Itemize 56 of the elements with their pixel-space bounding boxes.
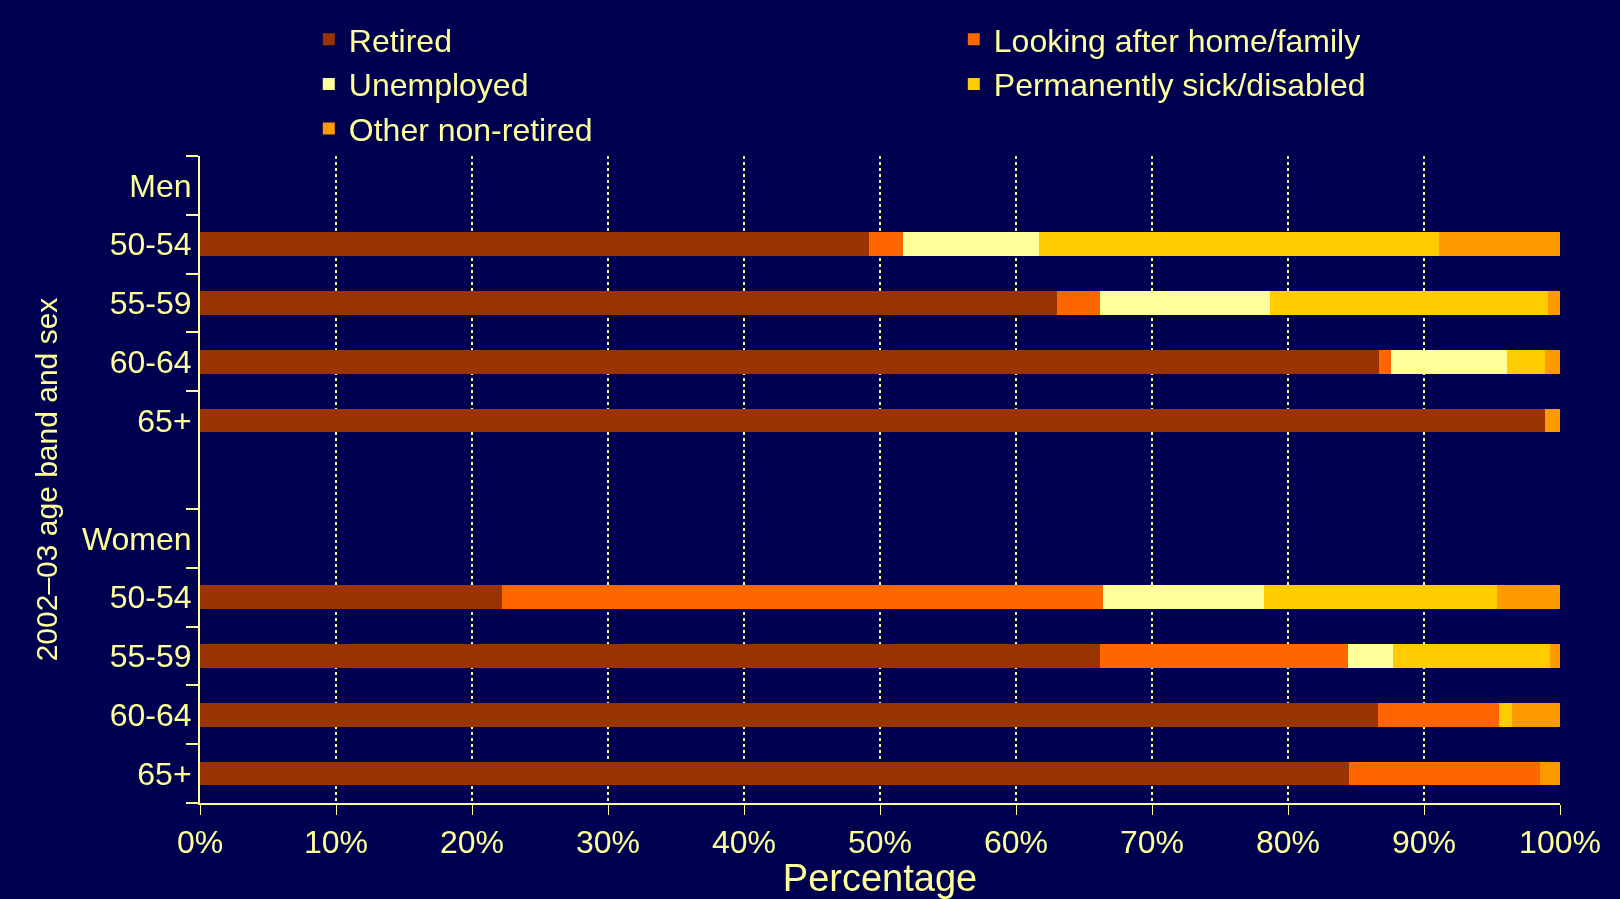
bar [1497, 585, 1560, 609]
y-tick-label: 50-54 [109, 226, 192, 263]
bar [1039, 232, 1439, 256]
y-axis-title: 2002–03 age band and sex [30, 297, 64, 662]
bar [869, 232, 904, 256]
bar [1545, 350, 1560, 374]
y-tick-label: 50-54 [109, 579, 192, 616]
legend-label: Permanently sick/disabled [993, 67, 1366, 104]
bar [200, 761, 1350, 786]
bar [1498, 703, 1513, 727]
y-tick-label: 65+ [137, 755, 192, 792]
bar [200, 408, 1546, 433]
bar [1512, 703, 1560, 727]
x-tick-label: 90% [1391, 824, 1457, 861]
bar [200, 703, 1378, 727]
x-tick-label: 100% [1519, 824, 1601, 861]
bar [1506, 350, 1546, 374]
legend-label: Unemployed [348, 67, 529, 104]
bar [1263, 585, 1498, 609]
bar [200, 350, 1380, 374]
bar [1438, 232, 1560, 256]
bar [200, 585, 502, 609]
bar [1379, 350, 1392, 374]
bar [1377, 703, 1499, 727]
legend-label: Other non-retired [348, 111, 593, 148]
bar [1539, 761, 1560, 786]
bar [1056, 291, 1101, 315]
bar [1550, 644, 1560, 668]
y-tick-label: Men [129, 167, 192, 204]
bar [501, 585, 1104, 609]
x-tick-label: 70% [1119, 824, 1185, 861]
y-tick-label: 60-64 [109, 696, 192, 733]
bar [200, 644, 1101, 668]
y-tick-label: 55-59 [109, 638, 192, 675]
bar [1349, 761, 1540, 786]
y-tick-label: 55-59 [109, 285, 192, 322]
x-tick-label: 0% [176, 824, 224, 861]
x-tick-label: 30% [575, 824, 641, 861]
legend-label: Retired [348, 22, 452, 59]
bar [1545, 408, 1560, 433]
bar [1547, 291, 1560, 315]
bar [1392, 644, 1551, 668]
legend-label: Looking after home/family [993, 22, 1361, 59]
bar [200, 232, 870, 256]
x-tick-label: 80% [1255, 824, 1321, 861]
bar [1100, 644, 1348, 668]
y-tick-label: 60-64 [109, 344, 192, 381]
x-tick-label: 10% [303, 824, 369, 861]
y-tick-label: Women [81, 520, 192, 557]
bar [200, 291, 1057, 315]
bar [1270, 291, 1548, 315]
y-tick-label: 65+ [137, 402, 192, 439]
x-tick-label: 40% [711, 824, 777, 861]
x-tick-label: 20% [439, 824, 505, 861]
bar [1347, 644, 1393, 668]
x-tick-label: 60% [983, 824, 1049, 861]
